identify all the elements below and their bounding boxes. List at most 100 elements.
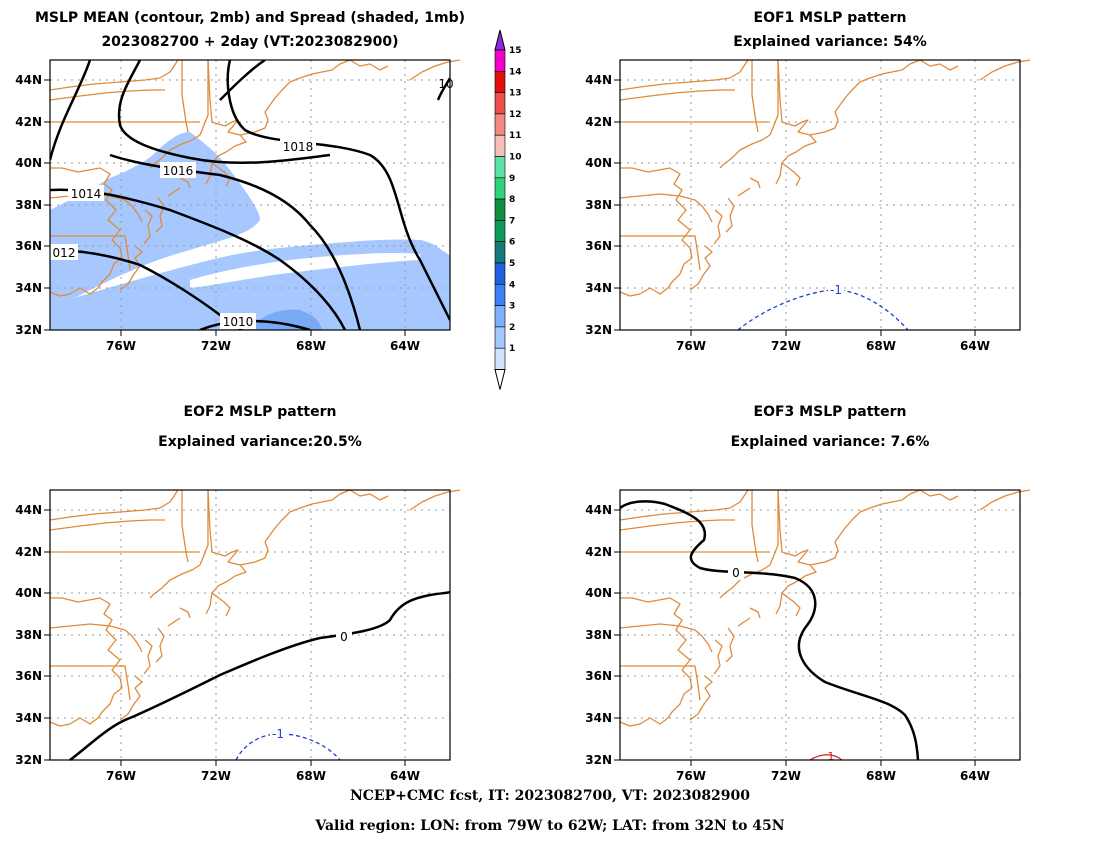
eof2-panel: 0 -1 — [49, 489, 461, 761]
eof2-ytick-label: 34N — [15, 711, 42, 725]
mean-title-2: 2023082700 + 2day (VT:2023082900) — [101, 34, 399, 50]
contour-label-1020: 10 — [438, 77, 453, 91]
eof1-xtick-label: 64W — [960, 339, 990, 353]
isobar-1018-loop — [219, 60, 266, 101]
mean-panel: 1018 1016 1014 012 1010 10 — [49, 59, 461, 331]
eof1-label-neg1: -1 — [830, 283, 842, 297]
colorbar-label: 5 — [509, 259, 515, 269]
eof2-ytick-label: 40N — [15, 586, 42, 600]
eof3-panel: 0 1 — [619, 489, 1031, 763]
colorbar: 15 14 13 12 11 10 9 8 7 6 5 4 3 2 1 — [494, 29, 522, 390]
eof2-ytick-label: 42N — [15, 545, 42, 559]
mean-ytick-label: 40N — [15, 156, 42, 170]
isobar-1018-east — [226, 60, 450, 321]
eof1-xtick-label: 76W — [676, 339, 706, 353]
isobar-1018-north — [117, 60, 331, 165]
colorbar-swatch — [494, 262, 506, 285]
colorbar-label: 8 — [509, 195, 515, 205]
isobar-1016 — [50, 60, 92, 161]
eof2-contour-neg1 — [235, 733, 341, 761]
mean-ytick-label: 44N — [15, 73, 42, 87]
colorbar-label: 2 — [509, 323, 515, 333]
footer-line-2: Valid region: LON: from 79W to 62W; LAT:… — [315, 818, 785, 834]
colorbar-bottom-arrow — [494, 369, 506, 390]
colorbar-swatch — [494, 241, 506, 264]
eof1-xtick-label: 68W — [866, 339, 896, 353]
contour-label-1014: 1014 — [71, 187, 102, 201]
eof2-title-2: Explained variance:20.5% — [158, 434, 362, 450]
eof3-ytick-label: 32N — [585, 753, 612, 767]
eof2-xtick-label: 68W — [296, 769, 326, 783]
eof2-label-neg1: -1 — [272, 727, 284, 741]
eof3-ytick-label: 44N — [585, 503, 612, 517]
eof1-ytick-label: 44N — [585, 73, 612, 87]
colorbar-label: 4 — [509, 280, 515, 290]
colorbar-swatch — [494, 305, 506, 328]
eof3-contour-pos1 — [809, 754, 843, 761]
contour-label-1018: 1018 — [283, 140, 314, 154]
mean-ytick-label: 32N — [15, 323, 42, 337]
eof2-ytick-label: 44N — [15, 503, 42, 517]
colorbar-swatch — [494, 177, 506, 200]
colorbar-swatch — [494, 134, 506, 157]
eof3-xtick-label: 76W — [676, 769, 706, 783]
isobar-1020 — [436, 77, 450, 101]
eof2-label-zero: 0 — [340, 630, 348, 644]
eof3-title-1: EOF3 MSLP pattern — [753, 404, 907, 420]
eof1-ytick-label: 40N — [585, 156, 612, 170]
mean-title-1: MSLP MEAN (contour, 2mb) and Spread (sha… — [35, 10, 465, 26]
eof3-xtick-label: 72W — [771, 769, 801, 783]
eof1-ytick-label: 34N — [585, 281, 612, 295]
eof1-title-2: Explained variance: 54% — [733, 34, 927, 50]
contour-label-1012: 012 — [53, 246, 76, 260]
eof2-xtick-label: 72W — [201, 769, 231, 783]
colorbar-swatch — [494, 198, 506, 221]
eof3-title-2: Explained variance: 7.6% — [730, 434, 930, 450]
colorbar-top-arrow — [494, 29, 506, 51]
eof2-ytick-label: 32N — [15, 753, 42, 767]
eof3-ytick-label: 36N — [585, 669, 612, 683]
axes-layer: 76W 72W 68W 64W 32N 34N 36N 38N 40N 42N 44N 76W 72W 6… — [15, 73, 990, 783]
colorbar-swatch — [494, 156, 506, 179]
colorbar-label: 15 — [509, 46, 522, 56]
colorbar-swatch — [494, 220, 506, 242]
eof2-ytick-label: 38N — [15, 628, 42, 642]
colorbar-label: 7 — [509, 216, 515, 226]
colorbar-label: 1 — [509, 344, 515, 354]
colorbar-swatch — [494, 326, 506, 349]
eof2-ytick-label: 36N — [15, 669, 42, 683]
eof3-label-zero: 0 — [732, 566, 740, 580]
mean-ytick-label: 34N — [15, 281, 42, 295]
eof2-title-1: EOF2 MSLP pattern — [183, 404, 337, 420]
colorbar-swatch — [494, 49, 506, 72]
mean-frame — [49, 59, 451, 331]
eof3-ytick-label: 40N — [585, 586, 612, 600]
eof1-panel: -1 — [619, 59, 1031, 331]
eof3-label-pos1: 1 — [828, 750, 835, 763]
eof1-ytick-label: 32N — [585, 323, 612, 337]
mean-xtick-label: 76W — [106, 339, 136, 353]
eof3-ytick-label: 34N — [585, 711, 612, 725]
mean-xtick-label: 72W — [201, 339, 231, 353]
contour-label-1016: 1016 — [163, 164, 194, 178]
eof1-ytick-label: 36N — [585, 239, 612, 253]
contour-label-1010: 1010 — [223, 315, 254, 329]
colorbar-label: 6 — [509, 238, 515, 248]
white-gap — [190, 252, 420, 288]
footer-line-1: NCEP+CMC fcst, IT: 2023082700, VT: 20230… — [349, 788, 751, 804]
eof1-ytick-label: 42N — [585, 115, 612, 129]
colorbar-swatch — [494, 92, 506, 115]
eof3-xtick-label: 68W — [866, 769, 896, 783]
colorbar-label: 10 — [509, 153, 522, 163]
eof3-ytick-label: 38N — [585, 628, 612, 642]
colorbar-label: 12 — [509, 110, 522, 120]
eof3-ytick-label: 42N — [585, 545, 612, 559]
eof1-contour-neg1 — [737, 289, 909, 331]
eof2-xtick-label: 64W — [390, 769, 420, 783]
mean-ytick-label: 36N — [15, 239, 42, 253]
eof3-contour-zero — [619, 500, 920, 761]
colorbar-label: 13 — [509, 89, 522, 99]
isobar-1014 — [50, 188, 347, 330]
eof1-ytick-label: 38N — [585, 198, 612, 212]
colorbar-swatch — [494, 347, 506, 370]
